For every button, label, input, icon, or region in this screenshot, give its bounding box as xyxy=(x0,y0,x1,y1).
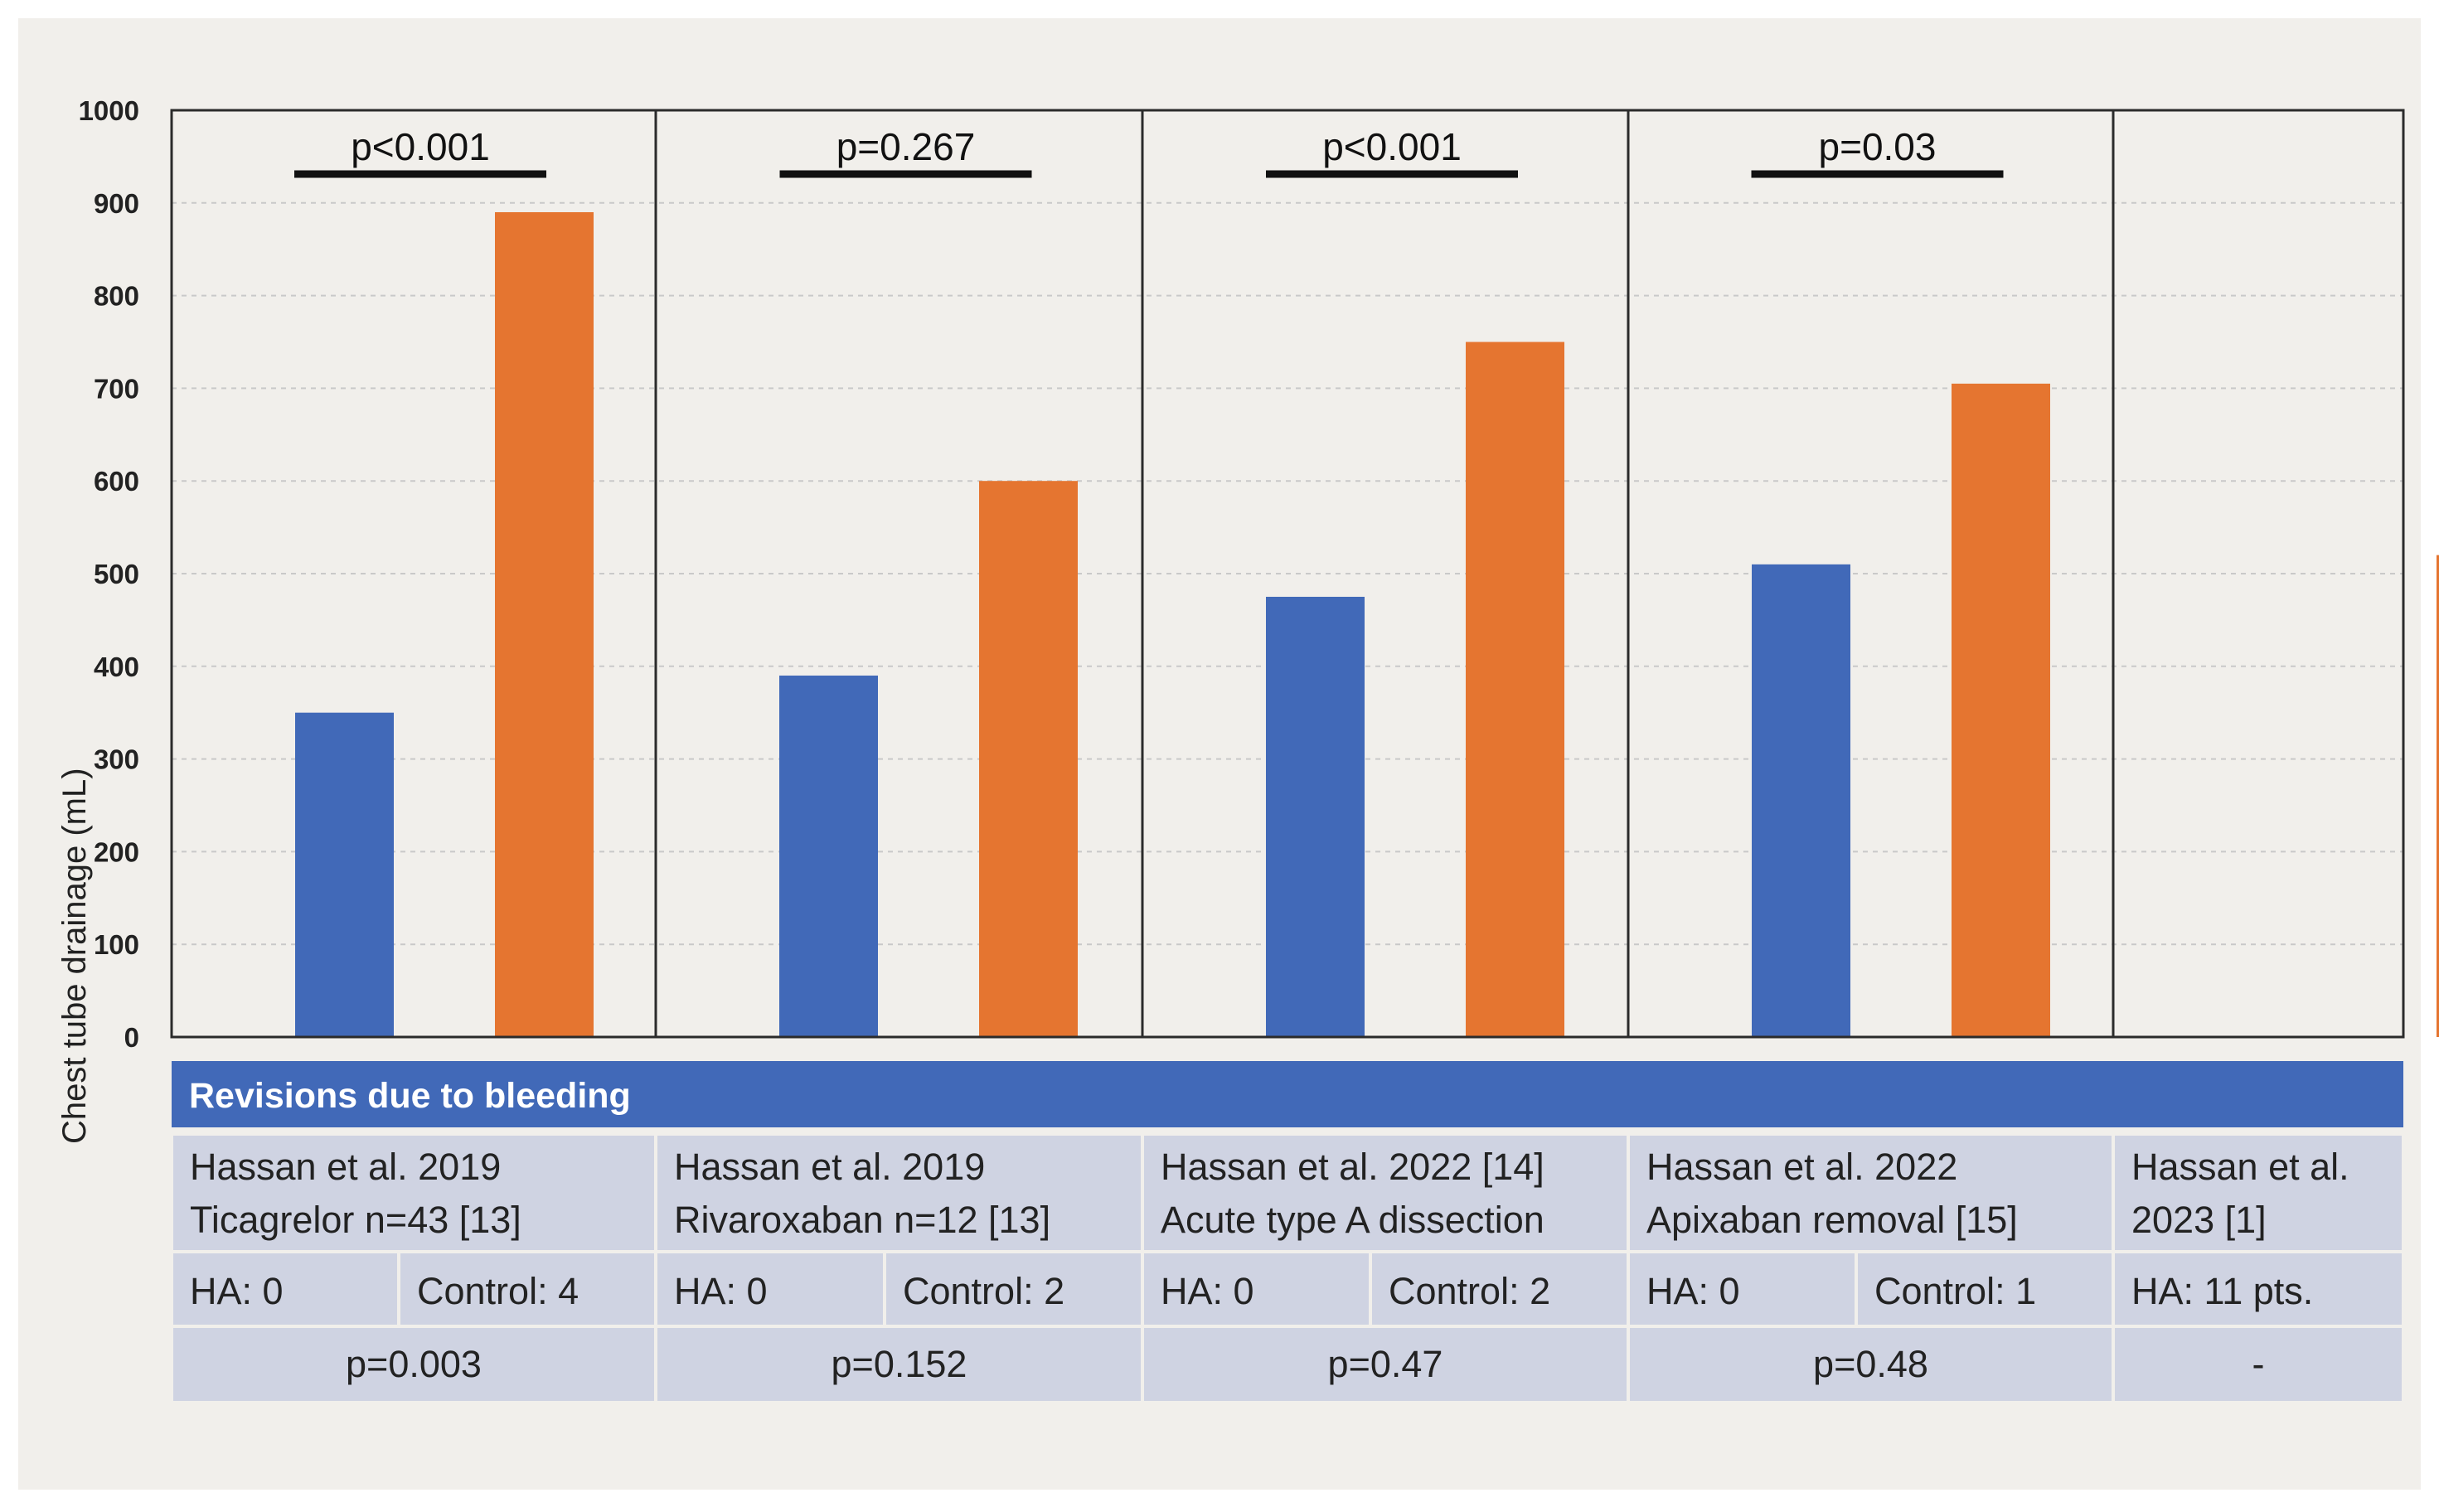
control-count-cell xyxy=(1858,1253,2112,1325)
y-tick-label: 900 xyxy=(94,188,139,219)
bar-ha-4 xyxy=(1752,564,1850,1037)
bars xyxy=(295,211,2439,1038)
table-header-title: Revisions due to bleeding xyxy=(189,1076,631,1116)
y-tick-label: 500 xyxy=(94,559,139,589)
p-value-label: p=0.03 xyxy=(1819,125,1937,168)
study-panel-frame xyxy=(2112,109,2405,1039)
bar-control-1 xyxy=(495,211,594,1038)
ha-revisions: HA: 0 xyxy=(1161,1270,1254,1312)
revisions-table: Revisions due to bleeding Hassan et al. 2… xyxy=(172,1061,2403,1401)
control-revisions: Control: 2 xyxy=(903,1270,1064,1312)
bar-ha-3 xyxy=(1266,596,1365,1037)
bar-control-2 xyxy=(979,481,1078,1037)
ha-revisions: HA: 0 xyxy=(674,1270,768,1312)
y-tick-label: 700 xyxy=(94,373,139,404)
y-tick-label: 600 xyxy=(94,466,139,497)
y-tick-label: 800 xyxy=(94,281,139,312)
revision-p-value: p=0.47 xyxy=(1328,1343,1443,1385)
ha-revisions: HA: 11 pts. xyxy=(2131,1270,2313,1312)
study-name-cell xyxy=(173,1136,654,1250)
bar-control-4 xyxy=(1952,383,2050,1037)
p-value-label: p<0.001 xyxy=(351,125,490,168)
bar-control-5 xyxy=(2437,555,2439,1037)
study-name-line2: 2023 [1] xyxy=(2131,1199,2267,1241)
study-name-cell xyxy=(1144,1136,1627,1250)
ha-count-cell xyxy=(173,1253,397,1325)
revision-p-value-cell xyxy=(1630,1328,2112,1401)
study-name-line2: Rivaroxaban n=12 [13] xyxy=(674,1199,1050,1241)
study-name-cell xyxy=(2115,1136,2402,1250)
control-revisions: Control: 4 xyxy=(417,1270,579,1312)
y-tick-label: 0 xyxy=(124,1022,139,1053)
revision-p-value: p=0.003 xyxy=(346,1343,482,1385)
revision-p-value: p=0.48 xyxy=(1813,1343,1928,1385)
ha-count-cell xyxy=(657,1253,883,1325)
study-name-line2: Ticagrelor n=43 [13] xyxy=(190,1199,521,1241)
significance-annotations: p<0.001 p=0.267 p<0.001 p=0.03 xyxy=(294,125,2004,178)
ha-revisions: HA: 0 xyxy=(1646,1270,1740,1312)
p-value-label: p<0.001 xyxy=(1322,125,1462,168)
study-name-line1: Hassan et al. 2022 [14] xyxy=(1161,1146,1544,1188)
y-tick-label: 1000 xyxy=(79,95,139,126)
control-revisions: Control: 2 xyxy=(1389,1270,1550,1312)
study-name-line2: Acute type A dissection xyxy=(1161,1199,1544,1241)
y-tick-label: 300 xyxy=(94,744,139,775)
bar-ha-1 xyxy=(295,712,394,1037)
y-tick-label: 200 xyxy=(94,836,139,867)
control-count-cell xyxy=(400,1253,654,1325)
ha-count-cell xyxy=(1630,1253,1855,1325)
study-name-line1: Hassan et al. 2019 xyxy=(674,1146,985,1188)
p-value-label: p=0.267 xyxy=(836,125,976,168)
revision-p-value: p=0.152 xyxy=(832,1343,967,1385)
revision-p-value-cell xyxy=(173,1328,654,1401)
control-count-cell xyxy=(886,1253,1141,1325)
revision-p-value-cell xyxy=(657,1328,1141,1401)
ha-revisions: HA: 0 xyxy=(190,1270,284,1312)
revision-p-value-cell xyxy=(1144,1328,1627,1401)
study-name-line1: Hassan et al. 2022 xyxy=(1646,1146,1957,1188)
study-name-line2: Apixaban removal [15] xyxy=(1646,1199,2018,1241)
study-name-line1: Hassan et al. 2019 xyxy=(190,1146,501,1188)
bar-control-3 xyxy=(1466,342,1564,1037)
study-name-cell xyxy=(1630,1136,2112,1250)
study-name-cell xyxy=(657,1136,1141,1250)
control-count-cell xyxy=(1372,1253,1627,1325)
study-panels xyxy=(170,109,2405,1039)
y-axis-label: Chest tube drainage (mL) xyxy=(56,768,93,1144)
control-revisions: Control: 1 xyxy=(1874,1270,2036,1312)
study-name-line1: Hassan et al. xyxy=(2131,1146,2349,1188)
y-axis: 0 100 200 300 400 500 600 700 800 900 1000 Chest tu… xyxy=(56,95,139,1144)
ha-count-cell xyxy=(2115,1253,2402,1325)
table-header-bar xyxy=(172,1061,2403,1127)
bar-ha-2 xyxy=(779,675,878,1037)
revision-p-value-cell xyxy=(2115,1328,2402,1401)
revision-p-value: - xyxy=(2252,1343,2265,1385)
y-tick-label: 400 xyxy=(94,652,139,682)
ha-count-cell xyxy=(1144,1253,1369,1325)
y-tick-label: 100 xyxy=(94,929,139,960)
